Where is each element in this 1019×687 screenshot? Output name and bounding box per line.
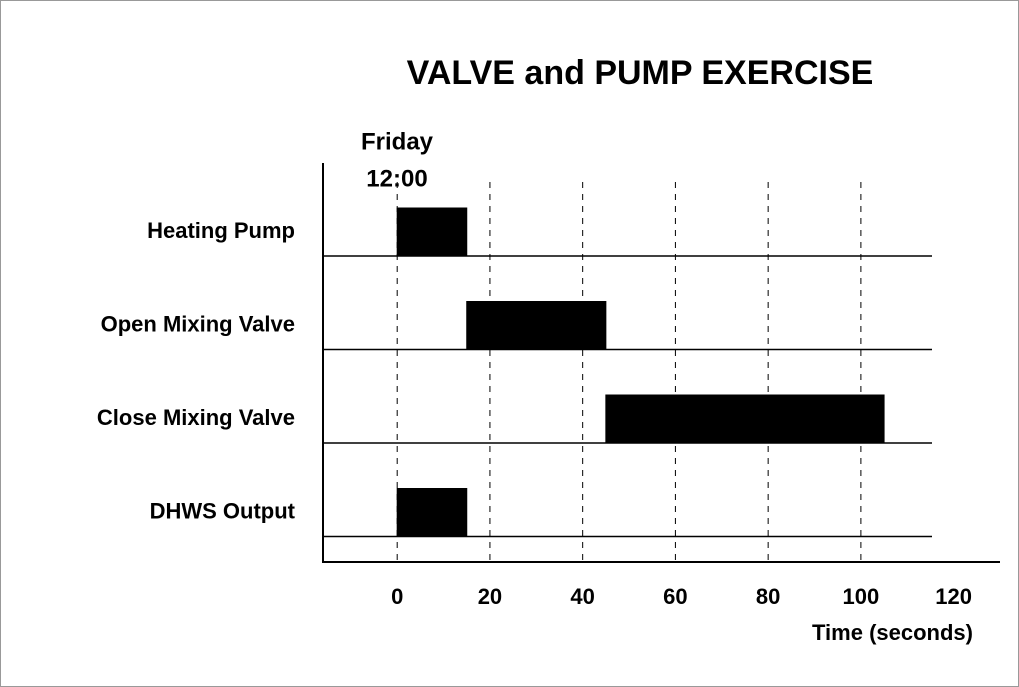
bar <box>605 394 885 444</box>
x-tick-label: 120 <box>935 584 972 609</box>
x-tick-label: 20 <box>478 584 502 609</box>
bar <box>396 488 468 537</box>
x-tick-label: 60 <box>663 584 687 609</box>
x-tick-label: 40 <box>570 584 594 609</box>
x-tick-label: 0 <box>391 584 403 609</box>
chart-title: VALVE and PUMP EXERCISE <box>407 54 874 92</box>
x-tick-label: 80 <box>756 584 780 609</box>
bar <box>396 207 468 257</box>
annotation: Friday <box>361 128 434 155</box>
bar <box>466 301 607 350</box>
row-label: DHWS Output <box>150 498 296 523</box>
x-tick-label: 100 <box>843 584 880 609</box>
annotation: 12:00 <box>366 165 427 192</box>
x-axis-label: Time (seconds) <box>812 620 973 645</box>
row-label: Close Mixing Valve <box>97 405 295 430</box>
row-label: Heating Pump <box>147 218 295 243</box>
row-label: Open Mixing Valve <box>101 311 295 336</box>
